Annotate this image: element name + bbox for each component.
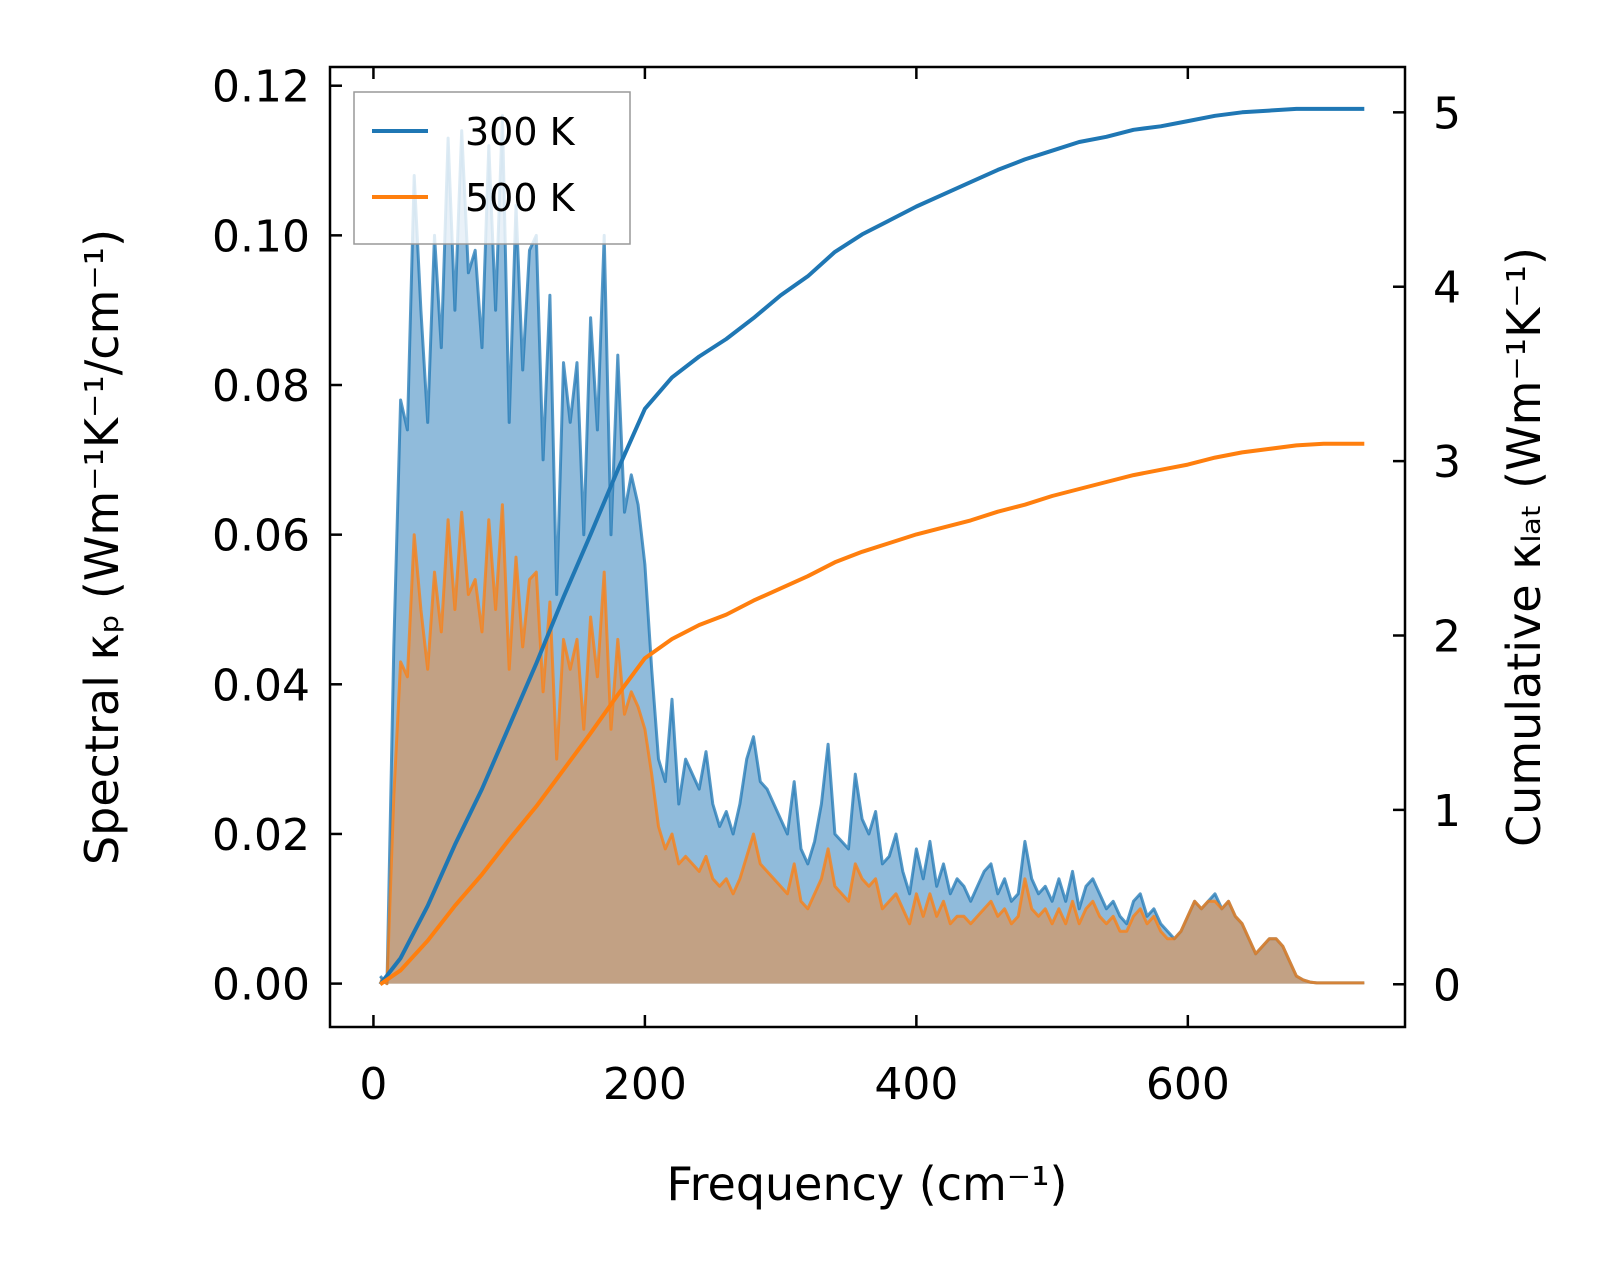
x-tick-label: 200 — [603, 1059, 687, 1110]
x-tick-label: 0 — [359, 1059, 387, 1110]
x-tick-label: 600 — [1146, 1059, 1230, 1110]
y-left-tick-label: 0.10 — [212, 211, 310, 262]
spectral-fill-500k — [380, 504, 1365, 984]
y-right-tick-label: 5 — [1433, 88, 1461, 139]
legend-label-300k: 300 K — [465, 110, 576, 154]
legend-box — [353, 91, 631, 245]
plot-frame — [328, 65, 1407, 1029]
y-right-tick-label: 0 — [1433, 960, 1461, 1011]
y-left-tick-label: 0.06 — [212, 511, 310, 562]
y-right-tick-label: 2 — [1433, 612, 1461, 663]
y-left-tick-label: 0.02 — [212, 810, 310, 861]
x-tick-label: 400 — [874, 1059, 958, 1110]
legend: 300 K 500 K — [353, 91, 631, 245]
spectral-line-500k — [379, 503, 1365, 986]
y-right-tick-label: 4 — [1433, 263, 1461, 314]
x-axis-title: Frequency (cm⁻¹) — [667, 1157, 1068, 1211]
axis-tick-labels: 0 200 400 600 0.00 0.02 0.04 0.06 0.08 0.10 0.12 0 1… — [212, 62, 1461, 1110]
y-left-tick-label: 0.00 — [212, 960, 310, 1011]
axis-ticks — [330, 67, 1405, 1027]
y-left-tick-label: 0.04 — [212, 660, 310, 711]
legend-label-500k: 500 K — [465, 176, 576, 220]
y-left-tick-label: 0.12 — [212, 62, 310, 113]
y-left-tick-label: 0.08 — [212, 361, 310, 412]
cumulative-line-300k — [378, 106, 1365, 986]
y-right-tick-label: 3 — [1433, 437, 1461, 488]
y-right-tick-label: 1 — [1433, 786, 1461, 837]
cumulative-line-500k — [379, 441, 1365, 986]
series-lines — [378, 106, 1365, 986]
spectral-fills — [380, 115, 1365, 984]
y-axis-title-left: Spectral κₚ (Wm⁻¹K⁻¹/cm⁻¹) — [75, 229, 129, 865]
y-axis-title-right: Cumulative κₗₐₜ (Wm⁻¹K⁻¹) — [1497, 247, 1551, 847]
